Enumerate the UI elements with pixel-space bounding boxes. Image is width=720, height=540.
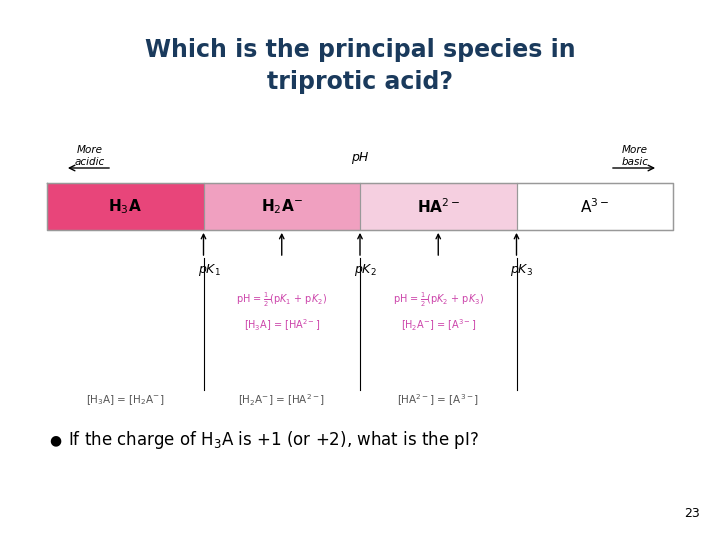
Text: ●: ● (49, 433, 61, 447)
Text: p$K_3$: p$K_3$ (510, 262, 534, 278)
Text: [H$_2$A$^{-}$] = [HA$^{2-}$]: [H$_2$A$^{-}$] = [HA$^{2-}$] (238, 392, 325, 408)
Text: [H$_3$A] = [HA$^{2-}$]: [H$_3$A] = [HA$^{2-}$] (243, 317, 320, 333)
Text: A$^{3-}$: A$^{3-}$ (580, 197, 609, 216)
Text: More: More (77, 145, 103, 155)
Bar (516, 183, 673, 230)
Bar (360, 183, 516, 230)
Text: p$K_1$: p$K_1$ (197, 262, 220, 278)
Bar (204, 183, 360, 230)
Text: pH = $\frac{1}{2}$(p$K_2$ + p$K_3$): pH = $\frac{1}{2}$(p$K_2$ + p$K_3$) (392, 291, 484, 309)
Text: Which is the principal species in: Which is the principal species in (145, 38, 575, 62)
Text: basic: basic (621, 157, 649, 167)
Text: [H$_2$A$^{-}$] = [A$^{3-}$]: [H$_2$A$^{-}$] = [A$^{3-}$] (400, 317, 476, 333)
Text: p$K_2$: p$K_2$ (354, 262, 377, 278)
Text: [HA$^{2-}$] = [A$^{3-}$]: [HA$^{2-}$] = [A$^{3-}$] (397, 392, 480, 408)
Text: 23: 23 (684, 507, 700, 520)
Text: H$_2$A$^{-}$: H$_2$A$^{-}$ (261, 197, 302, 216)
Text: More: More (622, 145, 648, 155)
Text: HA$^{2-}$: HA$^{2-}$ (417, 197, 460, 216)
Text: pH = $\frac{1}{2}$(p$K_1$ + p$K_2$): pH = $\frac{1}{2}$(p$K_1$ + p$K_2$) (236, 291, 328, 309)
Bar (47, 183, 204, 230)
Text: triprotic acid?: triprotic acid? (267, 70, 453, 94)
Text: acidic: acidic (75, 157, 105, 167)
Text: pH: pH (351, 152, 369, 165)
Text: H$_3$A: H$_3$A (108, 197, 142, 216)
Text: [H$_3$A] = [H$_2$A$^{-}$]: [H$_3$A] = [H$_2$A$^{-}$] (86, 393, 164, 407)
Text: If the charge of H$_3$A is +1 (or +2), what is the pI?: If the charge of H$_3$A is +1 (or +2), w… (68, 429, 479, 451)
